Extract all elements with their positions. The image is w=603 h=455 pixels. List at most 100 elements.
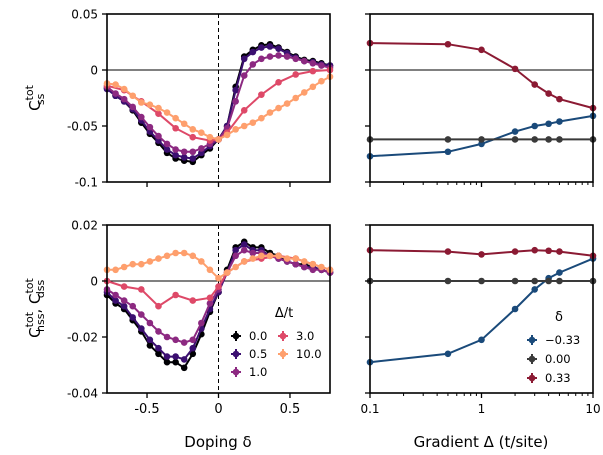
xtick-label: -0.5 bbox=[134, 402, 159, 417]
data-point bbox=[292, 94, 299, 102]
data-point bbox=[556, 118, 563, 125]
data-point bbox=[129, 314, 137, 321]
data-point bbox=[511, 248, 519, 255]
data-point bbox=[198, 319, 205, 327]
data-point bbox=[172, 249, 179, 257]
data-point bbox=[444, 148, 452, 156]
data-point bbox=[511, 305, 519, 313]
xlabel-bottom-left: Doping δ bbox=[184, 433, 251, 451]
data-point bbox=[545, 120, 552, 128]
data-point bbox=[206, 133, 214, 141]
ytick-label: -0.1 bbox=[75, 176, 98, 190]
data-point bbox=[172, 291, 179, 299]
data-point bbox=[444, 277, 452, 285]
data-point bbox=[163, 140, 171, 148]
data-point bbox=[232, 126, 239, 133]
data-point bbox=[444, 350, 452, 358]
legend-marker bbox=[528, 355, 536, 363]
legend-marker bbox=[279, 350, 287, 358]
data-point bbox=[240, 241, 248, 248]
xtick-label: 0.5 bbox=[280, 402, 301, 417]
data-point bbox=[300, 258, 308, 265]
data-point bbox=[511, 128, 519, 135]
data-point bbox=[138, 325, 145, 332]
data-point bbox=[189, 336, 197, 344]
data-point bbox=[232, 263, 239, 271]
data-point bbox=[189, 344, 197, 352]
legend-marker bbox=[232, 332, 240, 340]
data-point bbox=[309, 266, 317, 274]
data-point bbox=[249, 249, 257, 257]
data-point bbox=[283, 255, 291, 262]
data-point bbox=[258, 252, 265, 260]
data-point bbox=[155, 302, 162, 310]
data-point bbox=[206, 266, 214, 274]
data-point bbox=[223, 131, 231, 139]
legend-label: 3.0 bbox=[296, 329, 314, 343]
data-point bbox=[292, 260, 299, 268]
data-point bbox=[300, 57, 308, 65]
panel-bottom-right: 0.1 1 10 δ −0.33 0.00 0.33 bbox=[360, 224, 601, 416]
data-point bbox=[266, 252, 274, 260]
legend-title: δ bbox=[555, 310, 563, 325]
data-point bbox=[275, 45, 282, 53]
data-point bbox=[120, 283, 128, 290]
ytick-label: 0.02 bbox=[71, 219, 98, 233]
data-point bbox=[275, 104, 282, 112]
data-point bbox=[189, 126, 197, 133]
data-point bbox=[478, 46, 485, 54]
xtick-label: 0.1 bbox=[360, 402, 379, 416]
data-point bbox=[155, 132, 162, 140]
data-point bbox=[138, 311, 145, 318]
data-point bbox=[189, 350, 197, 358]
data-point bbox=[275, 79, 282, 86]
data-point bbox=[283, 53, 291, 60]
data-point bbox=[146, 123, 154, 131]
data-point bbox=[531, 277, 538, 285]
data-point bbox=[163, 353, 171, 360]
data-point bbox=[180, 148, 188, 156]
data-point bbox=[545, 277, 552, 285]
data-point bbox=[215, 283, 222, 290]
data-point bbox=[232, 86, 239, 94]
panel-top-right bbox=[365, 13, 597, 187]
data-point bbox=[146, 319, 154, 327]
data-point bbox=[309, 260, 317, 268]
data-point bbox=[556, 269, 563, 276]
data-point bbox=[266, 53, 274, 60]
data-point bbox=[163, 358, 171, 366]
data-point bbox=[240, 246, 248, 254]
data-point bbox=[180, 120, 188, 128]
ytick-label: 0 bbox=[90, 275, 98, 289]
data-point bbox=[545, 90, 552, 97]
data-point bbox=[266, 109, 274, 116]
data-point bbox=[511, 136, 519, 143]
data-point bbox=[189, 133, 197, 141]
data-point bbox=[249, 119, 257, 126]
data-point bbox=[138, 113, 145, 121]
data-point bbox=[318, 62, 325, 69]
data-point bbox=[300, 263, 308, 271]
data-point bbox=[240, 107, 248, 114]
data-point bbox=[138, 286, 145, 293]
data-point bbox=[180, 339, 188, 346]
data-point bbox=[189, 155, 197, 162]
legend-label: 0.5 bbox=[249, 347, 267, 361]
data-point bbox=[129, 302, 137, 310]
data-point bbox=[292, 255, 299, 262]
data-point bbox=[138, 260, 145, 268]
ytick-label: -0.04 bbox=[67, 387, 98, 401]
data-point bbox=[198, 145, 205, 152]
data-point bbox=[292, 55, 299, 63]
data-point bbox=[206, 300, 214, 307]
data-point bbox=[531, 286, 538, 293]
data-point bbox=[155, 344, 162, 352]
ytick-label: 0.05 bbox=[71, 8, 98, 22]
data-point bbox=[556, 95, 563, 103]
legend-marker bbox=[528, 374, 536, 382]
data-point bbox=[172, 124, 179, 132]
data-point bbox=[129, 92, 137, 100]
data-point bbox=[249, 255, 257, 262]
ylabel-top: Ctotss bbox=[23, 84, 47, 111]
